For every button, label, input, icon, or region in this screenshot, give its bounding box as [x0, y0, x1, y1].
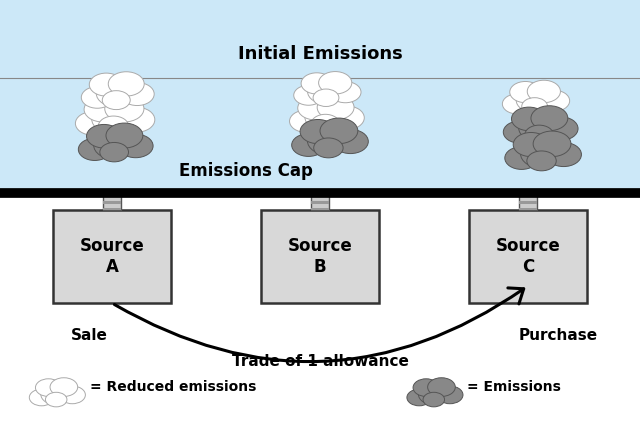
Circle shape	[29, 389, 54, 406]
Circle shape	[516, 88, 553, 113]
Circle shape	[294, 85, 323, 105]
Circle shape	[413, 379, 439, 397]
Circle shape	[99, 116, 129, 137]
FancyBboxPatch shape	[261, 210, 380, 303]
Text: Initial Emissions: Initial Emissions	[237, 45, 403, 63]
Text: = Emissions: = Emissions	[467, 380, 561, 394]
FancyBboxPatch shape	[103, 201, 121, 204]
Circle shape	[509, 81, 541, 103]
FancyBboxPatch shape	[311, 208, 329, 210]
Circle shape	[313, 89, 339, 107]
FancyBboxPatch shape	[103, 195, 121, 210]
Circle shape	[520, 139, 563, 168]
Circle shape	[543, 117, 578, 140]
Text: Source
B: Source B	[287, 237, 353, 276]
FancyBboxPatch shape	[311, 195, 329, 197]
Text: Sale: Sale	[71, 328, 108, 343]
FancyBboxPatch shape	[519, 195, 537, 197]
Circle shape	[289, 110, 323, 132]
Circle shape	[86, 124, 122, 148]
Circle shape	[319, 71, 352, 94]
Circle shape	[305, 103, 346, 131]
FancyBboxPatch shape	[519, 208, 537, 210]
Circle shape	[513, 132, 549, 157]
Text: Source
A: Source A	[79, 237, 145, 276]
Circle shape	[35, 379, 61, 397]
FancyBboxPatch shape	[468, 210, 588, 303]
Circle shape	[307, 126, 349, 155]
Circle shape	[118, 107, 155, 132]
Circle shape	[330, 81, 361, 103]
Circle shape	[320, 118, 358, 144]
Circle shape	[41, 384, 72, 405]
FancyArrowPatch shape	[115, 288, 524, 362]
Circle shape	[314, 138, 343, 158]
Circle shape	[81, 87, 113, 108]
FancyBboxPatch shape	[52, 210, 172, 303]
Circle shape	[118, 134, 153, 158]
Circle shape	[120, 83, 154, 106]
Circle shape	[105, 95, 144, 122]
Circle shape	[538, 90, 570, 111]
Circle shape	[333, 129, 368, 154]
Circle shape	[505, 147, 538, 169]
Circle shape	[60, 386, 85, 404]
Circle shape	[546, 142, 581, 167]
Circle shape	[502, 94, 532, 114]
FancyBboxPatch shape	[0, 193, 640, 433]
Circle shape	[76, 112, 110, 135]
Circle shape	[92, 104, 135, 134]
Circle shape	[301, 73, 332, 94]
FancyBboxPatch shape	[311, 201, 329, 204]
Circle shape	[330, 106, 364, 129]
FancyBboxPatch shape	[103, 208, 121, 210]
Circle shape	[407, 389, 431, 406]
Circle shape	[50, 378, 77, 397]
Text: Emissions Cap: Emissions Cap	[179, 162, 313, 180]
Text: Purchase: Purchase	[518, 328, 598, 343]
Circle shape	[106, 123, 143, 148]
Circle shape	[300, 120, 336, 144]
Circle shape	[533, 131, 571, 157]
Circle shape	[525, 125, 554, 145]
Circle shape	[84, 97, 121, 122]
Circle shape	[298, 96, 333, 120]
Circle shape	[90, 73, 124, 96]
Circle shape	[428, 378, 455, 397]
Circle shape	[108, 72, 144, 96]
Circle shape	[527, 80, 561, 103]
Circle shape	[503, 121, 536, 143]
Circle shape	[518, 114, 559, 142]
Circle shape	[423, 392, 445, 407]
FancyBboxPatch shape	[103, 195, 121, 197]
Circle shape	[102, 90, 130, 110]
Circle shape	[511, 107, 547, 131]
Circle shape	[437, 386, 463, 404]
Circle shape	[45, 392, 67, 407]
FancyBboxPatch shape	[0, 0, 640, 193]
Text: Trade of 1 allowance: Trade of 1 allowance	[232, 354, 408, 369]
Text: = Reduced emissions: = Reduced emissions	[90, 380, 256, 394]
Circle shape	[292, 134, 325, 156]
Circle shape	[100, 142, 129, 162]
FancyBboxPatch shape	[311, 195, 329, 210]
Circle shape	[93, 131, 134, 159]
Circle shape	[522, 98, 548, 115]
Circle shape	[317, 95, 354, 120]
Circle shape	[531, 106, 568, 131]
Circle shape	[311, 114, 340, 134]
Circle shape	[419, 384, 449, 405]
FancyBboxPatch shape	[519, 201, 537, 204]
Circle shape	[96, 80, 136, 107]
Circle shape	[527, 151, 556, 171]
Text: Source
C: Source C	[495, 237, 561, 276]
Circle shape	[78, 138, 111, 161]
Circle shape	[308, 79, 344, 104]
FancyBboxPatch shape	[519, 195, 537, 210]
